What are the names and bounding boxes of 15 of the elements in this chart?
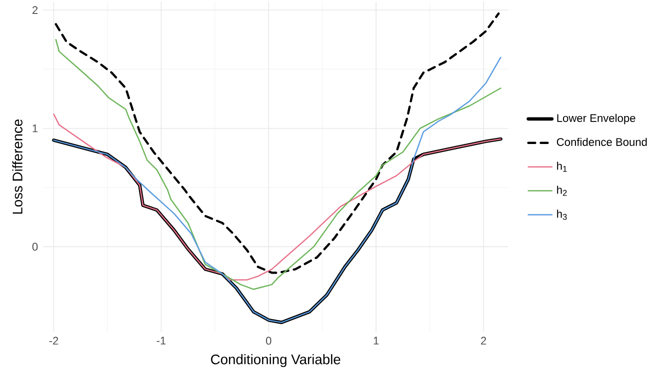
x-tick-label: 2 — [481, 336, 486, 345]
x-tick-label: 0 — [266, 336, 272, 345]
x-tick-label: -2 — [49, 336, 58, 345]
y-axis-title: Loss Difference — [12, 119, 22, 214]
x-tick-label: -1 — [156, 336, 166, 344]
legend-label: h$_{1}$ — [557, 162, 567, 172]
legend-label: h$_{2}$ — [557, 186, 567, 196]
x-tick-label: 1 — [374, 336, 379, 344]
legend-label: Lower Envelope — [557, 114, 636, 124]
legend-label: Confidence Bound — [556, 138, 647, 146]
y-tick-label: 0 — [32, 242, 38, 251]
y-tick-label: 2 — [32, 6, 38, 14]
legend-label: h$_{3}$ — [557, 210, 567, 220]
y-tick-label: 1 — [32, 124, 38, 132]
x-axis-title: Conditioning Variable — [211, 354, 340, 368]
